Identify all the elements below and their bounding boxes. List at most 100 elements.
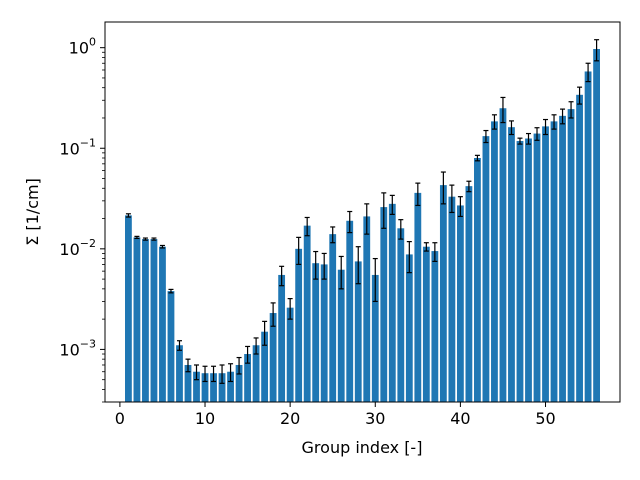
error-bar (168, 288, 174, 294)
x-axis-label: Group index [-] (302, 438, 423, 457)
bar (320, 264, 328, 402)
error-bar (262, 320, 268, 346)
bar (422, 246, 430, 402)
error-bar (321, 252, 327, 280)
error-bar (449, 184, 455, 214)
bar (329, 234, 337, 402)
bar (184, 364, 192, 402)
error-bar (525, 132, 531, 145)
error-bar (381, 192, 387, 229)
error-bar (338, 255, 344, 290)
x-tick-label: 40 (450, 409, 470, 428)
bar (193, 371, 200, 402)
error-bar (202, 365, 208, 383)
plot-frame (104, 21, 621, 403)
bar (286, 307, 294, 402)
x-tick-label: 10 (195, 409, 215, 428)
bar (439, 185, 447, 402)
bar (218, 373, 226, 402)
bar (542, 126, 549, 402)
error-bar (483, 129, 489, 144)
error-bar (491, 114, 497, 130)
error-bar (330, 226, 336, 244)
error-bar (253, 337, 259, 355)
error-bar (594, 39, 600, 62)
bar (346, 220, 354, 402)
bar (176, 345, 183, 402)
error-bar (474, 154, 480, 162)
bar (142, 239, 149, 402)
bar (474, 158, 481, 402)
y-tick-label: 10−1 (59, 136, 96, 158)
error-bar (236, 356, 242, 375)
y-axis-label: Σ [1/cm] (23, 178, 42, 246)
bar (508, 127, 515, 402)
x-axis-ticks: 0 10 20 30 40 50 (115, 402, 556, 428)
bar (584, 71, 592, 403)
error-bar (194, 364, 200, 381)
error-bar (508, 120, 514, 136)
bar (167, 291, 175, 402)
bar (235, 364, 243, 402)
error-bar (551, 114, 557, 130)
error-bar (457, 196, 463, 218)
bar (150, 239, 158, 402)
error-bar (543, 118, 549, 136)
bar (397, 228, 405, 402)
error-bar (500, 96, 506, 124)
axes-group (104, 21, 621, 403)
bar (516, 141, 524, 403)
bar (337, 269, 345, 402)
error-bar (568, 101, 574, 119)
bar (593, 49, 600, 403)
bar (133, 237, 141, 402)
bar (431, 251, 439, 402)
error-bar (432, 242, 438, 262)
error-bar (287, 298, 293, 320)
error-bar (176, 340, 182, 351)
bar (295, 248, 303, 402)
error-bar (389, 194, 395, 215)
bar (525, 138, 532, 403)
error-bar (364, 203, 370, 235)
error-bar (577, 86, 583, 105)
bar (261, 331, 269, 402)
error-bar (211, 365, 217, 383)
error-bar (304, 216, 310, 237)
x-tick-label: 0 (115, 409, 125, 428)
error-bar (279, 265, 285, 287)
error-bar (185, 358, 191, 373)
bar (388, 203, 396, 402)
error-bar (313, 250, 319, 280)
error-bar (245, 345, 251, 364)
bar (414, 192, 422, 402)
bar (363, 216, 371, 402)
error-bar (219, 364, 225, 384)
bar (125, 215, 132, 402)
error-bar (423, 242, 429, 252)
bar (491, 121, 498, 403)
error-bar (560, 108, 566, 125)
error-bar (466, 180, 472, 193)
errorbars-group (125, 39, 600, 384)
bar (576, 94, 583, 403)
bar (269, 313, 277, 402)
bar (312, 263, 320, 402)
bar (533, 133, 541, 403)
y-axis-ticks: 10−3 10−2 10−1 100 (59, 36, 105, 403)
bar (567, 109, 575, 402)
bar (559, 115, 566, 402)
bar (159, 246, 166, 402)
error-bar (406, 241, 412, 274)
bar (371, 274, 379, 402)
bars-group (125, 49, 600, 403)
error-bar (517, 137, 523, 145)
y-tick-label: 10−2 (59, 237, 96, 259)
error-bar (415, 182, 421, 207)
error-bar (585, 62, 591, 83)
bar (244, 354, 251, 402)
bar (354, 261, 362, 402)
bar (499, 108, 507, 402)
error-bar (228, 363, 234, 383)
